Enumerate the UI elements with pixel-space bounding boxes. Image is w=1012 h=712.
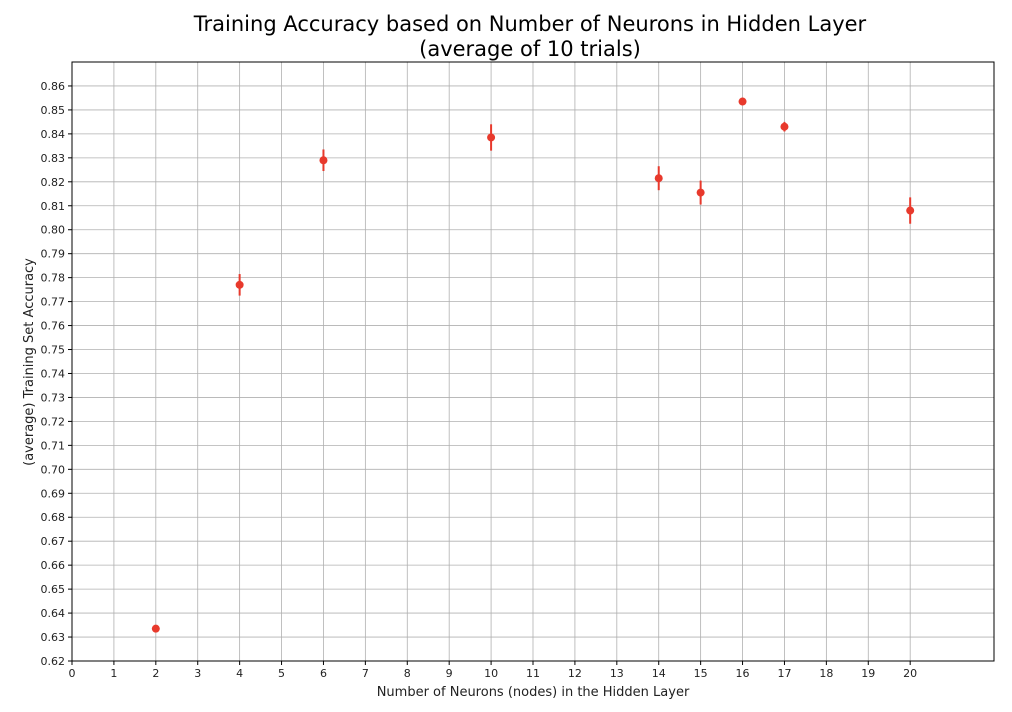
y-tick-label: 0.80 xyxy=(41,224,66,237)
x-tick-label: 19 xyxy=(861,667,875,680)
x-tick-label: 13 xyxy=(610,667,624,680)
data-point xyxy=(319,156,328,165)
x-tick-label: 7 xyxy=(362,667,369,680)
y-tick-label: 0.78 xyxy=(41,272,66,285)
y-tick-label: 0.76 xyxy=(41,320,66,333)
data-point xyxy=(696,188,705,197)
y-tick-label: 0.73 xyxy=(41,391,66,404)
data-point xyxy=(738,97,747,106)
grid xyxy=(71,62,994,662)
y-tick-label: 0.85 xyxy=(41,104,66,117)
x-axis-label: Number of Neurons (nodes) in the Hidden … xyxy=(377,685,690,700)
x-tick-label: 15 xyxy=(694,667,708,680)
data-point xyxy=(151,624,160,633)
chart-title-line-2: (average of 10 trials) xyxy=(419,37,641,61)
y-tick-label: 0.71 xyxy=(41,439,66,452)
x-tick-label: 1 xyxy=(110,667,117,680)
y-axis-ticks: 0.62 0.63 0.64 0.65 0.66 0.67 0.68 0.69 0.70 0.71… xyxy=(41,80,72,668)
chart-title-line-1: Training Accuracy based on Number of Neu… xyxy=(193,12,867,36)
x-tick-label: 6 xyxy=(320,667,327,680)
x-tick-label: 17 xyxy=(777,667,791,680)
x-tick-label: 3 xyxy=(194,667,201,680)
x-axis-ticks: 0 1 2 3 4 5 6 7 8 9 10 11 12 13 14 15 16 17 18 19 20 xyxy=(69,661,917,680)
x-tick-label: 4 xyxy=(236,667,243,680)
x-tick-label: 2 xyxy=(152,667,159,680)
y-tick-label: 0.64 xyxy=(41,607,66,620)
x-tick-label: 16 xyxy=(736,667,750,680)
y-tick-label: 0.69 xyxy=(41,487,66,500)
data-point xyxy=(906,206,915,215)
data-point xyxy=(780,122,789,131)
plot-frame xyxy=(71,61,995,662)
data-point xyxy=(654,174,663,183)
y-tick-label: 0.82 xyxy=(41,176,66,189)
x-tick-label: 14 xyxy=(652,667,666,680)
x-tick-label: 8 xyxy=(404,667,411,680)
y-tick-label: 0.72 xyxy=(41,415,66,428)
y-tick-label: 0.81 xyxy=(41,200,66,213)
x-tick-label: 10 xyxy=(484,667,498,680)
x-tick-label: 18 xyxy=(819,667,833,680)
y-tick-label: 0.63 xyxy=(41,631,66,644)
x-tick-label: 9 xyxy=(446,667,453,680)
data-points xyxy=(151,97,915,633)
y-tick-label: 0.74 xyxy=(41,367,66,380)
x-tick-label: 11 xyxy=(526,667,540,680)
x-tick-label: 20 xyxy=(903,667,917,680)
x-tick-label: 12 xyxy=(568,667,582,680)
y-tick-label: 0.66 xyxy=(41,559,66,572)
y-tick-label: 0.84 xyxy=(41,128,66,141)
y-tick-label: 0.67 xyxy=(41,535,66,548)
y-tick-label: 0.62 xyxy=(41,655,66,668)
x-tick-label: 5 xyxy=(278,667,285,680)
y-tick-label: 0.77 xyxy=(41,296,66,309)
y-tick-label: 0.70 xyxy=(41,463,66,476)
x-tick-label: 0 xyxy=(69,667,76,680)
data-point xyxy=(487,133,496,142)
y-tick-label: 0.86 xyxy=(41,80,66,93)
y-tick-label: 0.65 xyxy=(41,583,66,596)
y-tick-label: 0.68 xyxy=(41,511,66,524)
data-point xyxy=(235,280,244,289)
y-axis-label: (average) Training Set Accuracy xyxy=(22,258,37,466)
y-tick-label: 0.83 xyxy=(41,152,66,165)
y-tick-label: 0.79 xyxy=(41,248,66,261)
y-tick-label: 0.75 xyxy=(41,344,66,357)
